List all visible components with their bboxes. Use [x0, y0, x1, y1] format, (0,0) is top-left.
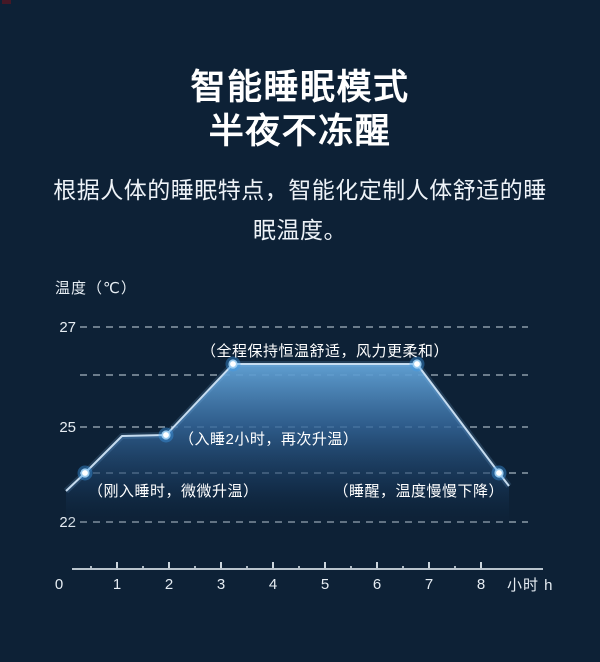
x-tick-label-8: 8: [477, 576, 485, 593]
page-title: 智能睡眠模式 半夜不冻醒: [0, 66, 600, 154]
annotation-1: （入睡2小时，再次升温）: [179, 431, 358, 448]
data-point-0: [82, 470, 88, 476]
data-point-4: [496, 470, 502, 476]
x-tick-label-2: 2: [165, 576, 173, 593]
annotation-2: （刚入睡时，微微升温）: [88, 483, 259, 500]
x-tick-label-6: 6: [373, 576, 381, 593]
page-title-line1: 智能睡眠模式: [190, 68, 410, 107]
data-point-3: [414, 361, 420, 367]
x-tick-label-4: 4: [269, 576, 277, 593]
top-left-artifact: [2, 0, 11, 4]
x-tick-label-3: 3: [217, 576, 225, 593]
page-subtitle: 根据人体的睡眠特点，智能化定制人体舒适的睡眠温度。: [53, 177, 547, 243]
x-tick-label-5: 5: [321, 576, 329, 593]
data-point-2: [230, 361, 236, 367]
annotation-3: （睡醒，温度慢慢下降）: [333, 483, 504, 500]
page-title-line2: 半夜不冻醒: [208, 112, 392, 151]
temperature-line: [65, 363, 510, 492]
x-axis-label: 小时 h: [507, 577, 554, 594]
data-point-1: [163, 432, 169, 438]
x-tick-label-1: 1: [113, 576, 121, 593]
y-axis-label: 温度（℃）: [55, 280, 137, 297]
y-tick-label-27: 27: [59, 319, 76, 336]
annotation-0: （全程保持恒温舒适，风力更柔和）: [201, 342, 449, 360]
temperature-area-fill: [66, 364, 509, 532]
x-origin-label: 0: [55, 576, 63, 593]
x-tick-label-7: 7: [425, 576, 433, 593]
y-tick-label-25: 25: [59, 419, 76, 436]
